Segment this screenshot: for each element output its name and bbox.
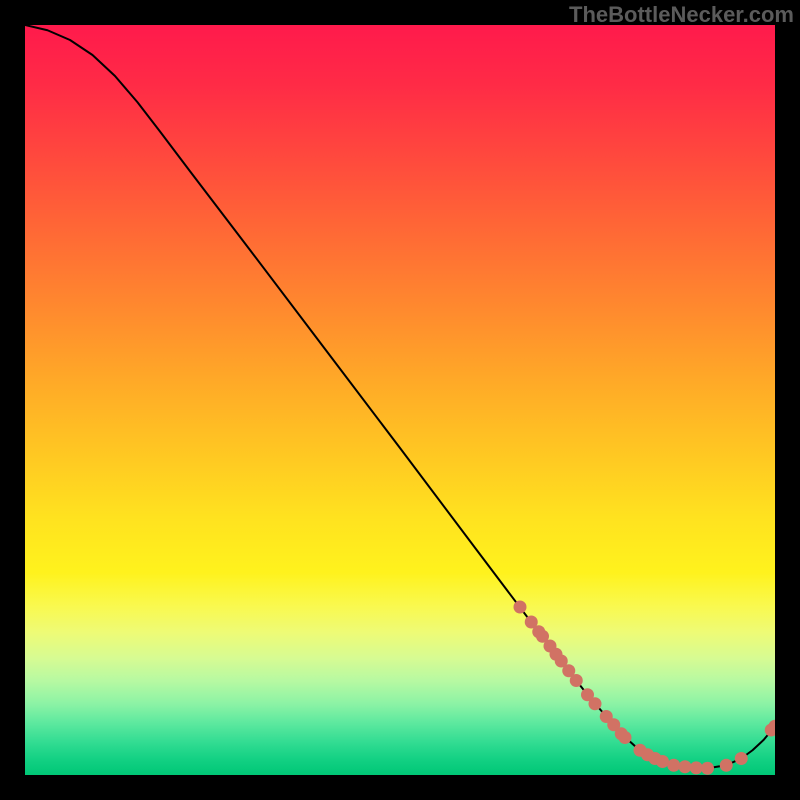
marker-dot xyxy=(570,674,583,687)
marker-dot xyxy=(720,759,733,772)
marker-dot xyxy=(690,761,703,774)
canvas: TheBottleNecker.com xyxy=(0,0,800,800)
marker-dot xyxy=(656,755,669,768)
marker-dot xyxy=(735,752,748,765)
marker-dot xyxy=(514,601,527,614)
marker-dot xyxy=(667,759,680,772)
marker-dot xyxy=(619,731,632,744)
watermark-text: TheBottleNecker.com xyxy=(569,2,794,28)
plot-background xyxy=(25,25,775,775)
marker-dot xyxy=(589,697,602,710)
chart-svg xyxy=(25,25,775,775)
marker-dot xyxy=(701,762,714,775)
plot-area xyxy=(25,25,775,775)
marker-dot xyxy=(679,760,692,773)
